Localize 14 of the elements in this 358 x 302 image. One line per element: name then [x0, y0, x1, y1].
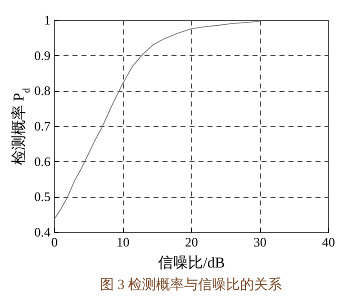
x-tick-label: 40	[322, 234, 335, 250]
y-tick-label: 0.5	[34, 189, 50, 204]
x-tick-label: 10	[116, 234, 130, 250]
x-tick-label: 20	[185, 234, 198, 250]
caption: 图 3 检测概率与信噪比的关系	[100, 277, 282, 293]
y-tick-label: 0.7	[34, 118, 51, 134]
x-tick-label: 0	[51, 234, 58, 250]
y-tick-label: 0.4	[34, 224, 51, 240]
y-tick-label: 0.6	[34, 154, 51, 169]
y-tick-label: 0.9	[34, 48, 50, 63]
y-tick-label: 0.8	[34, 83, 50, 98]
x-tick-label: 30	[254, 234, 266, 250]
y-tick-label: 1	[44, 12, 50, 28]
x-axis-title: 信噪比/dB	[158, 254, 225, 272]
